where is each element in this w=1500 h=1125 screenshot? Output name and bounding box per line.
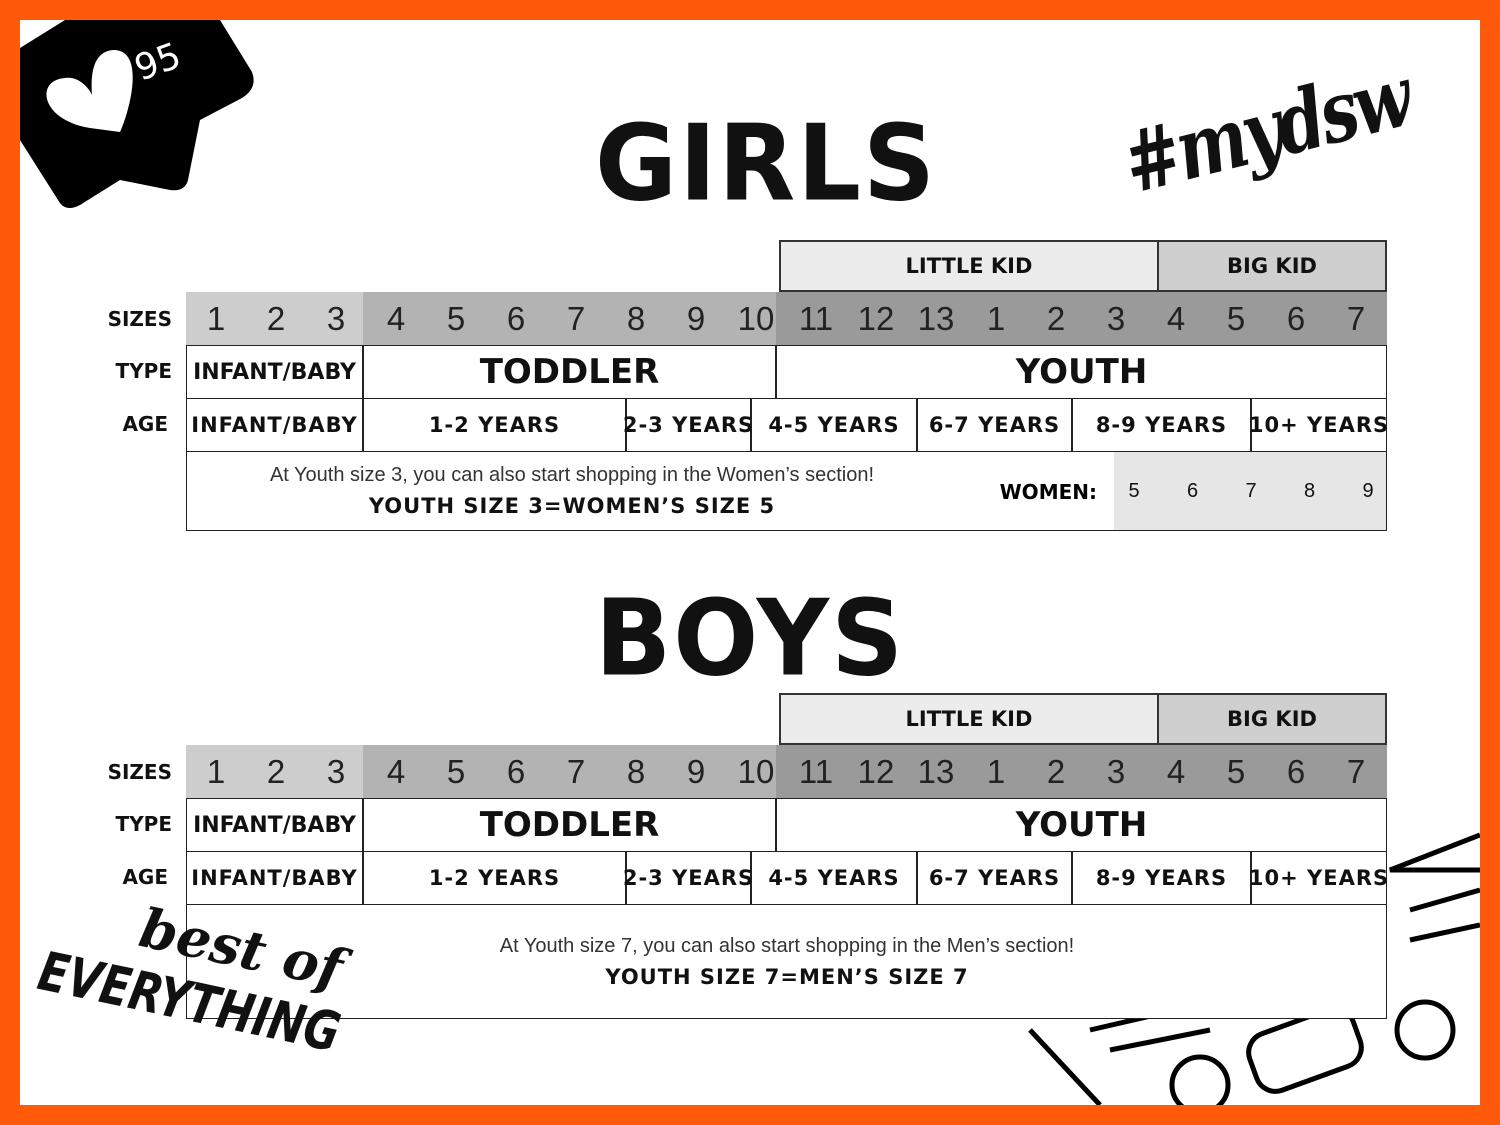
size-cell: 7 (1346, 299, 1366, 337)
age-cell: 1-2 YEARS (363, 851, 626, 905)
little-kid-header: LITTLE KID (779, 240, 1159, 292)
age-cell: 2-3 YEARS (623, 398, 753, 452)
size-cell: 6 (506, 299, 526, 337)
women-label: WOMEN: (999, 480, 1097, 504)
women-size-cell: 6 (1186, 479, 1199, 502)
size-cell: 8 (626, 299, 646, 337)
size-cell: 4 (1166, 299, 1186, 337)
size-cell: 12 (857, 752, 895, 790)
age-cell: 1-2 YEARS (363, 398, 626, 452)
age-label: AGE (122, 865, 168, 889)
type-cell: YOUTH (776, 345, 1387, 399)
age-cell: 10+ YEARS (1249, 398, 1388, 452)
note-equivalence: YOUTH SIZE 3=WOMEN’S SIZE 5 (368, 494, 776, 518)
toddler-size-band (363, 745, 776, 798)
age-cell: 8-9 YEARS (1072, 851, 1251, 905)
age-label: AGE (122, 412, 168, 436)
size-cell: 3 (1106, 299, 1126, 337)
age-cell: 4-5 YEARS (751, 398, 917, 452)
type-cell: TODDLER (363, 345, 776, 399)
infant-size-band (186, 292, 363, 345)
infant-size-band (186, 745, 363, 798)
size-cell: 1 (206, 299, 226, 337)
size-cell: 5 (446, 752, 466, 790)
size-cell: 5 (1226, 299, 1246, 337)
age-cell: 6-7 YEARS (917, 398, 1072, 452)
size-cell: 3 (326, 299, 346, 337)
girls-title: GIRLS (595, 102, 938, 225)
size-cell: 3 (326, 752, 346, 790)
note-equivalence: YOUTH SIZE 7=MEN’S SIZE 7 (605, 964, 969, 989)
note-text: At Youth size 7, you can also start shop… (499, 934, 1075, 957)
youth-size-band (776, 745, 1387, 798)
size-chart: 95 #mydsw best of EVERYTHING GIRLS LITTLE… (20, 20, 1480, 1105)
size-cell: 4 (1166, 752, 1186, 790)
girls-note: At Youth size 3, you can also start shop… (186, 451, 1387, 531)
age-cell: 8-9 YEARS (1072, 398, 1251, 452)
youth-size-band (776, 292, 1387, 345)
size-cell: 9 (686, 752, 706, 790)
size-cell: 5 (446, 299, 466, 337)
size-cell: 7 (566, 299, 586, 337)
size-cell: 2 (1046, 299, 1066, 337)
size-cell: 9 (686, 299, 706, 337)
size-cell: 7 (1346, 752, 1366, 790)
big-kid-header: BIG KID (1157, 240, 1387, 292)
age-cell: 4-5 YEARS (751, 851, 917, 905)
size-cell: 2 (266, 299, 286, 337)
age-cell: 6-7 YEARS (917, 851, 1072, 905)
size-cell: 6 (506, 752, 526, 790)
toddler-size-band (363, 292, 776, 345)
age-cell: INFANT/BABY (186, 398, 363, 452)
size-cell: 1 (206, 752, 226, 790)
note-text: At Youth size 3, you can also start shop… (269, 464, 875, 486)
age-cell: 2-3 YEARS (623, 851, 753, 905)
size-cell: 5 (1226, 752, 1246, 790)
size-cell: 11 (798, 752, 834, 790)
size-cell: 7 (566, 752, 586, 790)
age-cell: INFANT/BABY (186, 851, 363, 905)
women-size-cell: 7 (1245, 479, 1257, 502)
type-cell: INFANT/BABY (186, 798, 363, 852)
size-cell: 2 (1046, 752, 1066, 790)
women-size-cell: 9 (1362, 479, 1374, 502)
size-cell: 13 (917, 299, 955, 337)
size-cell: 13 (917, 752, 955, 790)
women-size-cell: 8 (1303, 479, 1316, 502)
size-cell: 6 (1286, 299, 1306, 337)
type-cell: TODDLER (363, 798, 776, 852)
heart-icon (46, 50, 133, 132)
size-cell: 2 (266, 752, 286, 790)
women-size-band (1114, 452, 1386, 530)
size-cell: 8 (626, 752, 646, 790)
sizes-label: SIZES (107, 307, 172, 331)
size-cell: 10 (737, 299, 775, 337)
size-cell: 4 (386, 752, 406, 790)
size-cell: 12 (857, 299, 895, 337)
size-cell: 1 (986, 299, 1006, 337)
type-cell: INFANT/BABY (186, 345, 363, 399)
type-cell: YOUTH (776, 798, 1387, 852)
type-label: TYPE (115, 359, 172, 383)
women-size-cell: 5 (1128, 479, 1140, 502)
boys-note: At Youth size 7, you can also start shop… (186, 904, 1387, 1019)
size-cell: 1 (986, 752, 1006, 790)
size-cell: 11 (798, 299, 834, 337)
likes-badge (20, 20, 254, 209)
age-cell: 10+ YEARS (1249, 851, 1388, 905)
little-kid-header: LITTLE KID (779, 693, 1159, 745)
big-kid-header: BIG KID (1157, 693, 1387, 745)
size-cell: 10 (737, 752, 775, 790)
size-cell: 3 (1106, 752, 1126, 790)
boys-title: BOYS (595, 577, 906, 700)
type-label: TYPE (115, 812, 172, 836)
size-cell: 4 (386, 299, 406, 337)
size-cell: 6 (1286, 752, 1306, 790)
sizes-label: SIZES (107, 760, 172, 784)
